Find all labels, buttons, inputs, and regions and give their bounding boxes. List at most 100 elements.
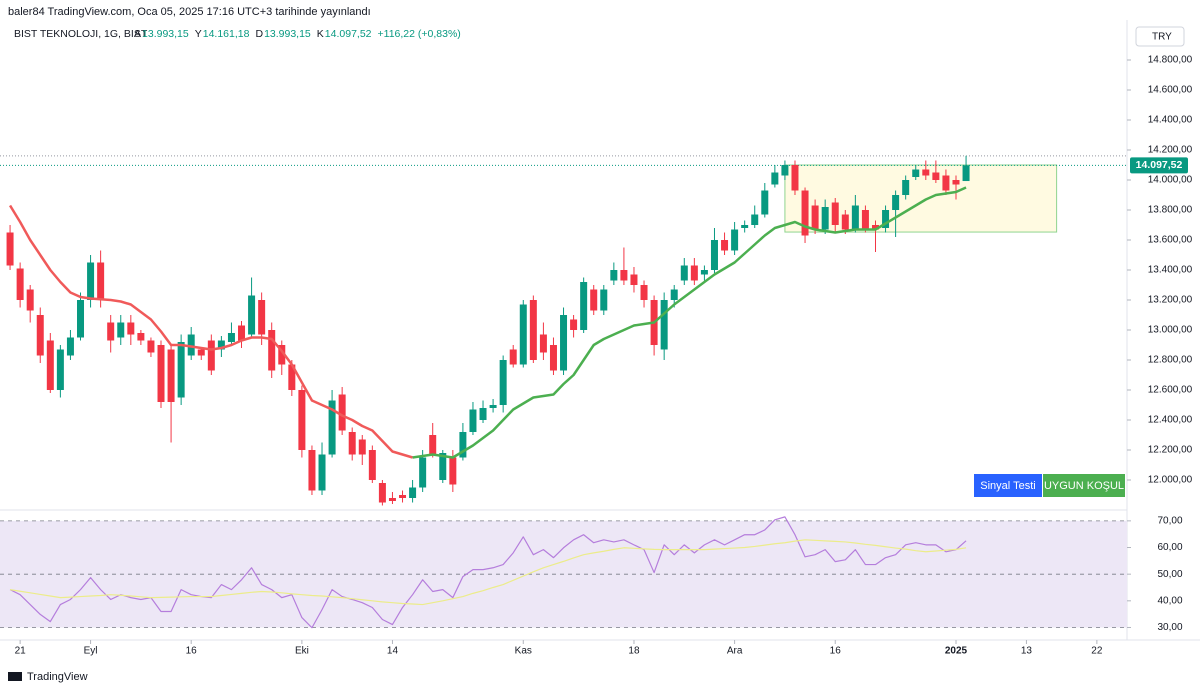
candle-body: [288, 364, 296, 390]
candle-body: [358, 439, 366, 455]
y-tick-label: 13.800,00: [1148, 205, 1193, 216]
y-tick-label: 14.800,00: [1148, 55, 1193, 66]
signal-button[interactable]: [1043, 474, 1125, 497]
candle-body: [399, 495, 407, 498]
status-value: 14.097,52: [325, 28, 372, 40]
candle-body: [771, 172, 779, 185]
candle-body: [217, 340, 225, 350]
candle-body: [731, 229, 739, 251]
candle-body: [640, 285, 648, 300]
candle-body: [378, 483, 386, 503]
x-tick-label: 18: [628, 646, 640, 657]
candle-body: [77, 300, 85, 338]
y-tick-label: 40,00: [1157, 595, 1182, 606]
status-value: 13.993,15: [142, 28, 189, 40]
candle-body: [66, 337, 74, 356]
candle-body: [338, 394, 346, 431]
y-tick-label: 13.200,00: [1148, 295, 1193, 306]
y-tick-label: 12.400,00: [1148, 415, 1193, 426]
candle-body: [137, 333, 145, 341]
candle-body: [469, 409, 477, 432]
candle-body: [841, 214, 849, 230]
candle-body: [46, 340, 54, 390]
candle-body: [197, 349, 205, 356]
candle-body: [821, 207, 829, 230]
signal-button-label: UYGUN KOŞUL: [1044, 480, 1124, 492]
candle-body: [620, 270, 628, 281]
candle-body: [902, 180, 910, 195]
candle-body: [87, 262, 95, 300]
symbol-title: BIST TEKNOLOJI, 1G, BIST: [14, 28, 148, 40]
y-tick-label: 12.000,00: [1148, 475, 1193, 486]
candle-body: [882, 210, 890, 228]
candle-body: [409, 487, 417, 498]
candle-body: [751, 214, 759, 225]
candle-body: [942, 175, 950, 191]
y-tick-label: 14.400,00: [1148, 115, 1193, 126]
candle-body: [781, 165, 789, 176]
candle-body: [429, 435, 437, 455]
candle-body: [871, 225, 879, 230]
y-tick-label: 70,00: [1157, 516, 1182, 527]
moving-average: [8, 204, 413, 459]
status-label: D: [255, 28, 263, 40]
last-price-label: 14.097,52: [1136, 159, 1183, 171]
candle-body: [721, 240, 729, 251]
y-tick-label: 30,00: [1157, 622, 1182, 633]
currency: TRY: [1152, 32, 1172, 43]
candle-body: [660, 300, 668, 350]
candle-body: [539, 334, 547, 353]
candle-body: [600, 289, 608, 311]
candle-body: [519, 304, 527, 365]
candle-body: [741, 225, 749, 228]
x-tick-label: 16: [830, 646, 842, 657]
y-tick-label: 12.800,00: [1148, 355, 1193, 366]
x-tick-label: Kas: [515, 646, 532, 657]
candle-body: [6, 232, 14, 266]
x-tick-label: 14: [387, 646, 399, 657]
candle-body: [207, 340, 215, 371]
candle-body: [127, 322, 135, 335]
y-tick-label: 14.600,00: [1148, 85, 1193, 96]
candle-body: [26, 289, 34, 311]
candle-body: [811, 205, 819, 230]
y-tick-label: 50,00: [1157, 569, 1182, 580]
candle-body: [761, 190, 769, 215]
candle-body: [388, 498, 396, 501]
y-tick-label: 13.400,00: [1148, 265, 1193, 276]
candle-body: [308, 450, 316, 491]
candle-body: [952, 180, 960, 185]
candle-body: [348, 432, 356, 455]
last-price-box: [1130, 157, 1188, 174]
candle-body: [700, 270, 708, 275]
signal-button-label: Sinyal Testi: [980, 480, 1035, 492]
candle-body: [278, 345, 286, 365]
x-tick-label: Ara: [727, 646, 743, 657]
candle-body: [831, 202, 839, 225]
header-text: baler84 TradingView.com, Oca 05, 2025 17…: [8, 6, 371, 18]
candle-body: [328, 400, 336, 455]
candle-body: [549, 345, 557, 371]
status-value: 14.161,18: [203, 28, 250, 40]
status-label: K: [317, 28, 324, 40]
candle-body: [248, 295, 256, 335]
x-tick-label: Eki: [295, 646, 309, 657]
currency-box[interactable]: [1135, 26, 1185, 47]
candle-body: [318, 454, 326, 491]
candle-body: [459, 432, 467, 458]
x-tick-label: 21: [15, 646, 27, 657]
candle-body: [791, 165, 799, 191]
logo: TradingView: [8, 671, 88, 683]
candle-body: [922, 169, 930, 176]
x-tick-label: 16: [186, 646, 198, 657]
x-tick-label: 22: [1091, 646, 1103, 657]
range-box: [784, 164, 1058, 233]
candle-body: [610, 270, 618, 281]
candle-body: [479, 408, 487, 420]
y-tick-label: 12.200,00: [1148, 445, 1193, 456]
signal-button[interactable]: [974, 474, 1042, 497]
x-tick-label: 13: [1021, 646, 1033, 657]
candle-body: [932, 172, 940, 180]
candle-body: [892, 195, 900, 210]
candle-body: [368, 450, 376, 480]
